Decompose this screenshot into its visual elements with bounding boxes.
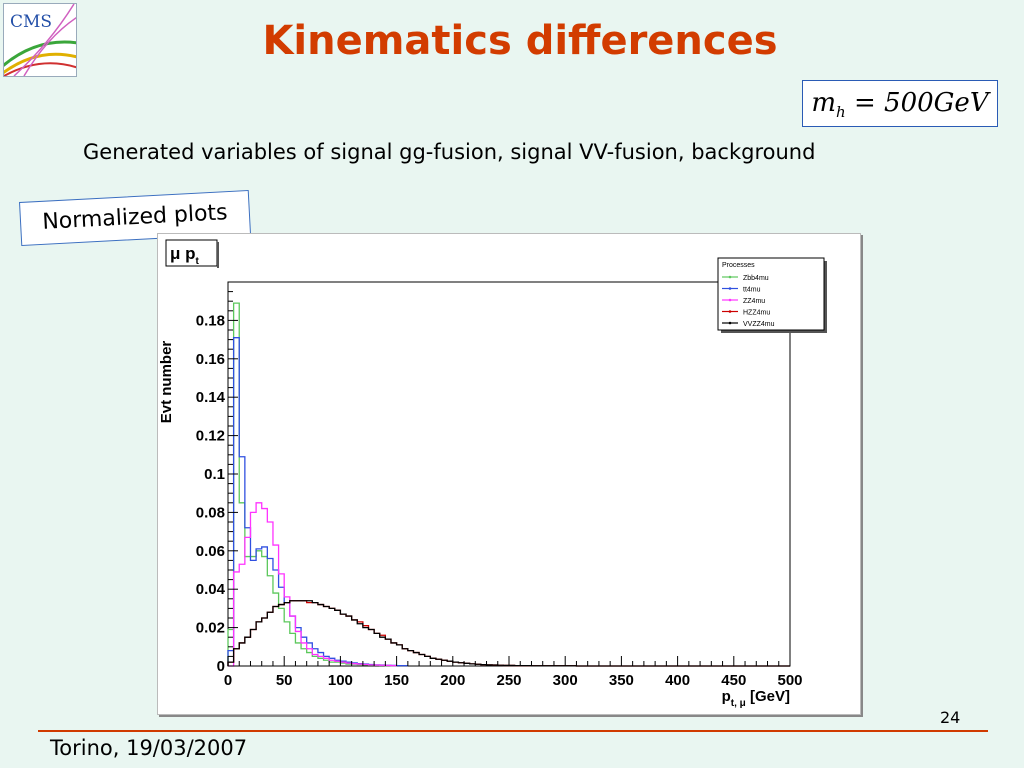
legend-marker xyxy=(728,321,732,325)
slide-title: Kinematics differences xyxy=(262,18,778,64)
y-tick-label: 0.06 xyxy=(196,543,225,560)
x-tick-label: 400 xyxy=(665,672,690,689)
legend-entry: tt4mu xyxy=(743,287,761,294)
legend-entry: Zbb4mu xyxy=(743,275,769,282)
y-tick-label: 0.04 xyxy=(196,581,226,598)
cms-logo-graphic xyxy=(4,4,76,76)
legend-entry: HZZ4mu xyxy=(743,310,770,317)
legend-marker xyxy=(728,275,732,279)
x-tick-label: 200 xyxy=(440,672,465,689)
legend-marker xyxy=(728,298,732,302)
x-axis-label: pt, μ [GeV] xyxy=(722,688,790,709)
x-tick-label: 450 xyxy=(721,672,746,689)
mass-subscript: h xyxy=(836,103,846,122)
mass-value: = 500GeV xyxy=(845,88,989,118)
slide-subtitle: Generated variables of signal gg-fusion,… xyxy=(83,140,816,164)
y-tick-label: 0.08 xyxy=(196,504,225,521)
page-number: 24 xyxy=(940,708,961,727)
footer-date-location: Torino, 19/03/2007 xyxy=(50,736,248,760)
x-tick-label: 300 xyxy=(553,672,578,689)
y-tick-label: 0.16 xyxy=(196,351,225,368)
y-tick-label: 0 xyxy=(217,658,225,675)
x-tick-label: 350 xyxy=(609,672,634,689)
y-tick-label: 0.02 xyxy=(196,620,225,637)
plot-title-subscript: t xyxy=(196,256,200,267)
legend-marker xyxy=(728,310,732,313)
x-axis-label-unit: [GeV] xyxy=(746,688,790,705)
mass-symbol: m xyxy=(811,88,837,118)
y-tick-label: 0.18 xyxy=(196,312,225,329)
x-tick-label: 50 xyxy=(276,672,293,689)
x-axis-label-subscript: t, μ xyxy=(731,698,746,709)
plot-title-box-shadow xyxy=(217,242,219,268)
series-line-tt4mu xyxy=(227,337,408,667)
series-line-zbb4mu xyxy=(227,302,397,667)
x-tick-label: 100 xyxy=(328,672,353,689)
logo-text: CMS xyxy=(10,12,53,32)
legend-entry: ZZ4mu xyxy=(743,298,765,305)
series-line-vvzz4mu xyxy=(227,600,790,667)
y-tick-label: 0.12 xyxy=(196,428,225,445)
plot-title-main: μ p xyxy=(170,244,196,263)
y-tick-label: 0.1 xyxy=(204,466,225,483)
pt-histogram-chart: 0 50 100 150 200 250 300 350 400 450 500 0 0.02 0.04 0… xyxy=(158,239,827,709)
cms-logo: CMS xyxy=(3,3,77,77)
x-tick-label: 150 xyxy=(384,672,409,689)
legend-entry: VVZZ4mu xyxy=(743,321,775,328)
x-tick-label: 250 xyxy=(496,672,521,689)
legend-box xyxy=(717,257,825,331)
plot-frame: 0 50 100 150 200 250 300 350 400 450 500 0 0.02 0.04 0… xyxy=(157,233,861,715)
plot-title-box xyxy=(165,239,218,267)
x-tick-label: 500 xyxy=(777,672,802,689)
legend-title: Processes xyxy=(722,262,755,269)
x-tick-label: 0 xyxy=(224,672,232,689)
y-tick-label: 0.14 xyxy=(196,389,226,406)
legend-marker xyxy=(728,287,732,290)
higgs-mass-box: mh = 500GeV xyxy=(802,80,998,127)
plot-area-frame xyxy=(227,281,791,667)
plot-title: μ pt xyxy=(170,244,200,267)
series-line-zz4mu xyxy=(228,502,397,667)
footer-divider xyxy=(38,730,988,732)
y-axis-label: Evt number xyxy=(158,341,175,424)
x-axis-label-main: p xyxy=(722,688,731,705)
